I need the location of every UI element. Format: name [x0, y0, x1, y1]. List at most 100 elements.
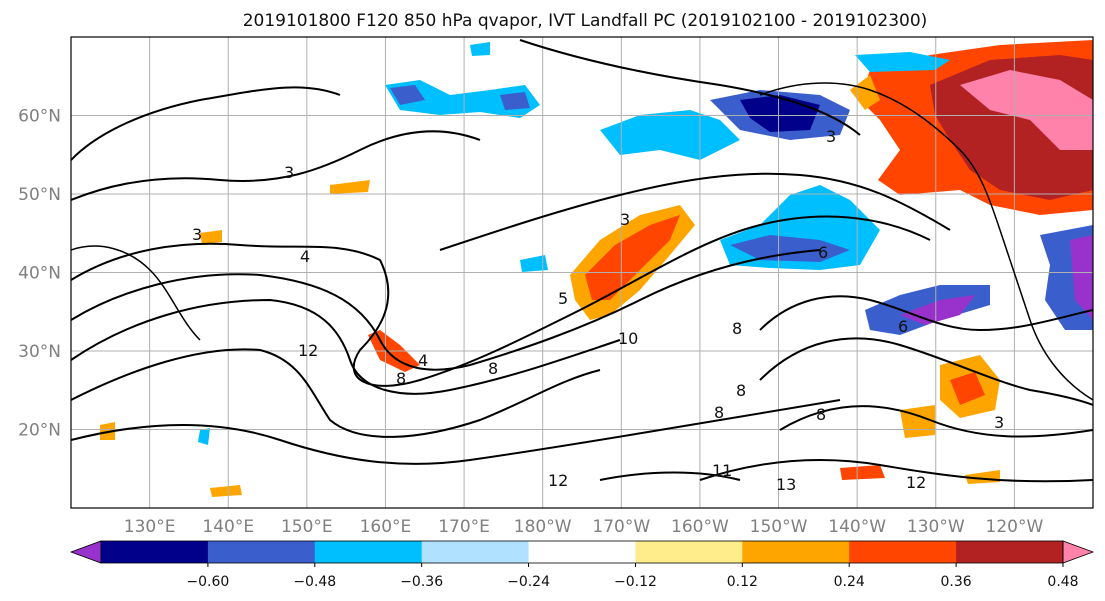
positive-anomaly-peak-gulf-alaska — [960, 70, 1093, 150]
longitude-tick-label: 140°E — [202, 517, 254, 537]
colorbar-segment — [742, 541, 850, 563]
contour-line — [71, 130, 481, 201]
longitude-tick-label: 150°E — [281, 517, 333, 537]
contour-label: 10 — [618, 329, 638, 348]
contour-label: 8 — [488, 359, 498, 378]
contour-line — [699, 459, 1093, 483]
longitude-tick-label: 160°W — [671, 517, 729, 537]
colorbar-tick-label: 0.48 — [1047, 574, 1078, 590]
contour-label: 8 — [736, 381, 746, 400]
contour-line — [759, 337, 1093, 406]
contour-label: 6 — [898, 317, 908, 336]
latitude-tick-labels: 60°N 50°N 40°N 30°N 20°N — [18, 107, 61, 441]
coastline-north-america — [999, 229, 1093, 401]
coastline-asia — [71, 245, 201, 341]
colorbar-tick-label: −0.48 — [293, 574, 336, 590]
colorbar-frame — [100, 540, 1064, 564]
contour-line — [519, 39, 861, 136]
longitude-tick-label: 130°E — [124, 517, 176, 537]
colorbar-tick-label: −0.36 — [400, 574, 443, 590]
contour-line — [71, 249, 821, 371]
colorbar-extend-max — [1062, 540, 1095, 564]
ivt-contours — [71, 39, 1093, 483]
contour-line — [71, 215, 931, 387]
contour-label: 4 — [300, 247, 310, 266]
negative-anomaly-core-west-coast — [1070, 235, 1093, 320]
positive-anomaly-core-atmospheric-river — [585, 215, 680, 300]
contour-label: 12 — [298, 341, 318, 360]
contour-label: 3 — [284, 163, 294, 182]
negative-anomaly-region-north-central — [600, 110, 740, 160]
contour-line — [71, 86, 341, 161]
latitude-tick-label: 40°N — [18, 264, 61, 284]
positive-anomaly-patch-east-pacific-core — [950, 372, 985, 405]
positive-anomaly-patch-subtropical — [900, 405, 935, 438]
colorbar — [69, 540, 1095, 564]
positive-anomaly-patch-southeast — [965, 470, 1000, 484]
colorbar-tick-label: −0.24 — [507, 574, 550, 590]
colorbar-tick-labels: −0.60 −0.48 −0.36 −0.24 −0.12 0.12 0.24 0.36 0.4… — [186, 563, 1079, 590]
colorbar-segment — [956, 541, 1064, 563]
contour-label: 8 — [732, 319, 742, 338]
contour-label: 8 — [816, 405, 826, 424]
colorbar-segment — [314, 541, 423, 563]
colorbar-tick-label: −0.60 — [186, 574, 229, 590]
longitude-tick-label: 160°E — [360, 517, 412, 537]
longitude-tick-label: 140°W — [828, 517, 886, 537]
contour-label: 11 — [712, 461, 732, 480]
longitude-tick-label: 130°W — [907, 517, 965, 537]
contour-label: 5 — [558, 289, 568, 308]
negative-anomaly-core-central-pacific — [730, 235, 850, 262]
negative-anomaly-core-northwest — [390, 85, 425, 105]
negative-anomaly-patch-subtropical-west — [198, 428, 210, 445]
contour-line — [71, 298, 621, 395]
positive-anomaly-patch-west — [330, 180, 370, 194]
longitude-tick-labels: 130°E 140°E 150°E 160°E 170°E 180°W 170°W 160°W… — [124, 517, 1044, 537]
longitude-tick-label: 170°W — [592, 517, 650, 537]
colorbar-segment — [528, 541, 636, 563]
contour-labels: 3 3 4 12 4 8 5 3 10 8 8 8 8 8 11 12 13 1… — [192, 127, 1004, 494]
map-frame — [70, 36, 1094, 509]
positive-anomaly-patch-japan — [200, 230, 222, 244]
colorbar-segment — [421, 541, 530, 563]
colorbar-segment — [849, 541, 957, 563]
contour-label: 12 — [548, 471, 568, 490]
latitude-tick-label: 30°N — [18, 342, 61, 362]
contour-line — [71, 399, 841, 465]
latitude-tick-label: 60°N — [18, 107, 61, 127]
contour-label: 3 — [192, 225, 202, 244]
longitude-tick-label: 150°W — [750, 517, 808, 537]
contour-line — [599, 471, 741, 481]
negative-anomaly-patch-northwest — [470, 42, 490, 56]
contour-label: 3 — [994, 413, 1004, 432]
negative-anomaly-region-arctic — [855, 52, 950, 72]
positive-anomaly-patch-subtropical-west — [100, 422, 115, 440]
positive-anomaly-patch-southern — [840, 465, 885, 480]
colorbar-extend-min — [69, 540, 102, 564]
positive-anomaly-fringe-gulf-alaska — [850, 75, 880, 110]
longitude-tick-label: 170°E — [438, 517, 490, 537]
contour-label: 8 — [714, 403, 724, 422]
contour-label: 3 — [620, 210, 630, 229]
contour-label: 3 — [826, 127, 836, 146]
contour-label: 13 — [776, 475, 796, 494]
contour-label: 8 — [396, 369, 406, 388]
colorbar-segment — [207, 541, 316, 563]
contour-label: 6 — [818, 243, 828, 262]
colorbar-segment — [101, 541, 209, 563]
figure-title: 2019101800 F120 850 hPa qvapor, IVT Land… — [243, 11, 928, 31]
contour-label: 4 — [418, 351, 428, 370]
positive-anomaly-patch-southwest — [210, 485, 242, 497]
colorbar-tick-label: −0.12 — [614, 574, 657, 590]
longitude-tick-label: 180°W — [514, 517, 572, 537]
contour-line — [779, 405, 1093, 438]
gridlines — [71, 37, 1093, 508]
colorbar-segment — [635, 541, 743, 563]
contour-label: 12 — [906, 473, 926, 492]
latitude-tick-label: 20°N — [18, 421, 61, 441]
coastline-alaska — [759, 82, 1001, 231]
negative-anomaly-region-northwest — [385, 80, 540, 118]
contour-line — [71, 348, 601, 438]
contour-line — [759, 295, 1093, 332]
